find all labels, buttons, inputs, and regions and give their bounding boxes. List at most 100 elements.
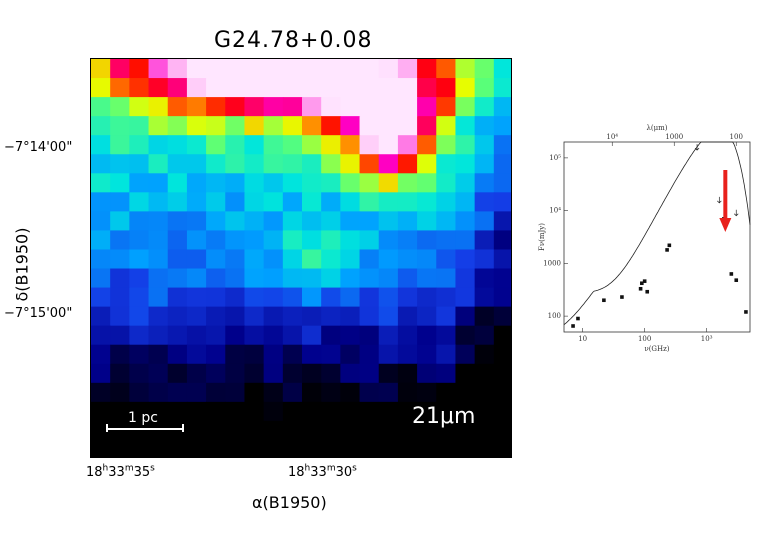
map-pixel [129,439,150,457]
map-pixel [91,382,111,403]
map-pixel [378,382,399,403]
map-pixel [244,173,265,193]
map-pixel [474,344,495,365]
map-pixel [455,230,476,251]
map-pixel [359,363,380,384]
map-pixel [244,135,265,155]
map-pixel [110,173,130,193]
map-pixel [263,192,284,212]
map-pixel [91,306,111,327]
map-pixel [397,116,418,136]
sed-axes-frame [563,141,751,333]
map-pixel [302,268,322,289]
map-pixel [436,420,457,441]
map-pixel [321,154,341,174]
map-pixel [186,363,207,384]
map-pixel [474,135,495,155]
map-pixel [321,382,341,403]
map-pixel [321,116,341,136]
map-pixel [263,211,284,232]
map-pixel [321,363,341,384]
map-pixel [474,59,495,79]
map-pixel [167,382,188,403]
map-pixel [302,249,322,270]
map-pixel [493,211,511,232]
map-pixel [302,420,322,441]
map-pixel [455,382,476,403]
map-pixel [493,135,511,155]
map-pixel [206,173,226,193]
map-pixel [397,420,418,441]
map-pixel [493,249,511,270]
map-pixel [244,382,265,403]
map-pixel [397,97,418,117]
map-pixel [148,154,169,174]
map-pixel [436,344,457,365]
sed-upper-limit [694,144,700,151]
map-pixel [110,287,130,308]
map-pixel [493,116,511,136]
map-pixel [148,211,169,232]
map-pixel [186,287,207,308]
map-pixel [359,116,380,136]
map-pixel [282,154,303,174]
map-pixel [129,97,150,117]
map-pixel [186,401,207,422]
map-pixel [474,325,495,346]
map-pixel [186,420,207,441]
map-pixel [474,116,495,136]
map-pixel [91,401,111,422]
map-pixel [263,439,284,457]
map-pixel [359,401,380,422]
map-pixel [493,192,511,212]
map-pixel [302,325,322,346]
map-pixel [110,439,130,457]
map-pixel [397,306,418,327]
map-pixel [244,344,265,365]
map-pixel [186,154,207,174]
map-pixel [225,306,246,327]
map-pixel [148,59,169,79]
map-pixel [186,192,207,212]
map-pixel [167,192,188,212]
sed-data-point [602,298,606,303]
sed-data-point [744,310,748,314]
map-pixel [225,59,246,79]
map-pixel [493,230,511,251]
map-pixel [129,173,150,193]
map-pixel [302,154,322,174]
map-pixel [91,230,111,251]
map-pixel [244,268,265,289]
map-pixel [282,230,303,251]
map-pixel [263,287,284,308]
map-pixel [167,135,188,155]
map-pixel [378,325,399,346]
map-pixel [206,249,226,270]
map-pixel [340,401,361,422]
sed-y-tick-label: 1000 [543,259,561,267]
map-pixel [167,249,188,270]
map-pixel [282,59,303,79]
map-pixel [206,78,226,98]
map-pixel [148,268,169,289]
map-pixel [359,230,380,251]
map-pixel [397,344,418,365]
sed-top-tick-label: 1000 [665,133,683,141]
map-pixel [436,268,457,289]
map-pixel [225,97,246,117]
map-pixel [359,382,380,403]
map-pixel [167,59,188,79]
map-pixel [206,363,226,384]
map-pixel [129,325,150,346]
map-pixel [378,135,399,155]
map-pixel [302,287,322,308]
sed-data-point [667,243,672,248]
map-pixel [493,59,511,79]
sed-top-tick-label: 10⁴ [606,133,618,141]
map-pixel [282,135,303,155]
map-pixel [397,211,418,232]
map-pixel [474,192,495,212]
map-pixel [148,382,169,403]
map-pixel [167,363,188,384]
map-pixel [302,59,322,79]
